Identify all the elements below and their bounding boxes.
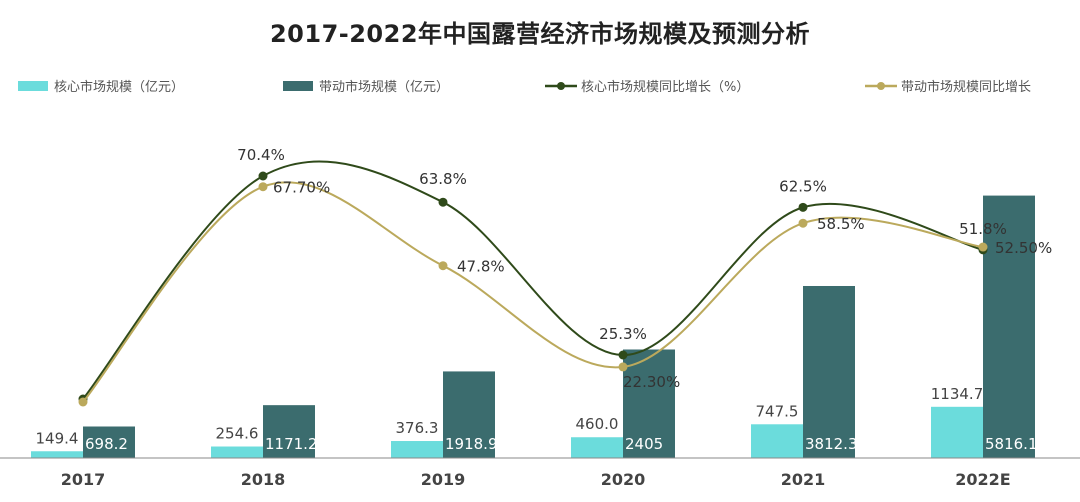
legend: 核心市场规模（亿元） 带动市场规模（亿元） 核心市场规模同比增长（%） 带动市场规模同… — [18, 79, 1031, 95]
bar-label-core-2017: 149.4 — [36, 429, 79, 447]
bar-drive-2022E — [983, 195, 1035, 459]
growth-label-core-2022E: 51.8% — [959, 220, 1007, 238]
bar-label-drive-2020: 2405 — [625, 435, 663, 453]
x-tick-2019: 2019 — [421, 470, 466, 489]
growth-label-drive-2021: 58.5% — [817, 215, 865, 233]
point-drive-2021 — [798, 218, 808, 228]
x-tick-2022E: 2022E — [955, 470, 1010, 489]
x-tick-2018: 2018 — [241, 470, 286, 489]
bar-drive-2021 — [803, 285, 855, 458]
legend-label-2: 核心市场规模同比增长（%） — [581, 79, 749, 95]
bar-label-core-2018: 254.6 — [216, 425, 259, 443]
bar-label-drive-2021: 3812.3 — [805, 435, 858, 453]
point-drive-2022E — [978, 242, 988, 252]
legend-label-0: 核心市场规模（亿元） — [54, 79, 184, 95]
legend-marker-2 — [557, 82, 565, 90]
growth-label-drive-2019: 47.8% — [457, 258, 505, 276]
label-layer: 149.4 698.2 254.6 1171.2 376.3 1918.9 460.0 240… — [36, 146, 1053, 453]
growth-label-core-2020: 25.3% — [599, 325, 647, 343]
bar-label-core-2021: 747.5 — [756, 402, 799, 420]
chart-title: 2017-2022年中国露营经济市场规模及预测分析 — [269, 20, 811, 48]
bar-core-2019 — [391, 441, 443, 458]
bar-label-core-2019: 376.3 — [396, 419, 439, 437]
line-core-growth — [82, 160, 984, 400]
bar-label-drive-2019: 1918.9 — [445, 435, 498, 453]
bar-label-core-2022E: 1134.7 — [931, 385, 984, 403]
x-tick-2020: 2020 — [601, 470, 646, 489]
point-core-2019 — [438, 197, 448, 207]
bar-layer — [31, 195, 1035, 459]
line-layer — [78, 160, 988, 407]
legend-marker-3 — [877, 82, 885, 90]
growth-label-core-2021: 62.5% — [779, 177, 827, 195]
bar-label-drive-2018: 1171.2 — [265, 435, 318, 453]
bar-label-core-2020: 460.0 — [576, 415, 619, 433]
point-drive-2020 — [618, 362, 628, 372]
bar-core-2018 — [211, 446, 263, 458]
bar-drive-2020 — [623, 349, 675, 458]
growth-label-drive-2020: 22.30% — [623, 373, 680, 391]
growth-label-core-2018: 70.4% — [237, 146, 285, 164]
growth-label-drive-2018: 67.70% — [273, 179, 330, 197]
bar-label-drive-2022E: 5816.1 — [985, 435, 1038, 453]
point-core-2021 — [798, 202, 808, 212]
bar-drive-2017 — [83, 426, 135, 458]
growth-label-drive-2022E: 52.50% — [995, 239, 1052, 257]
bar-core-2021 — [751, 424, 803, 458]
legend-label-1: 带动市场规模（亿元） — [319, 79, 449, 95]
bar-drive-2019 — [443, 371, 495, 458]
legend-label-3: 带动市场规模同比增长 — [901, 79, 1031, 95]
point-core-2020 — [618, 350, 628, 360]
bar-label-drive-2017: 698.2 — [85, 435, 128, 453]
bar-drive-2018 — [263, 405, 315, 458]
x-tick-2021: 2021 — [781, 470, 826, 489]
bar-core-2022E — [931, 406, 983, 458]
growth-label-core-2019: 63.8% — [419, 170, 467, 188]
point-drive-2017 — [78, 397, 88, 407]
legend-swatch-0 — [18, 81, 48, 91]
point-drive-2019 — [438, 261, 448, 271]
x-tick-2017: 2017 — [61, 470, 106, 489]
bar-core-2020 — [571, 437, 623, 458]
bar-core-2017 — [31, 451, 83, 458]
point-core-2018 — [258, 171, 268, 181]
point-drive-2018 — [258, 182, 268, 192]
legend-swatch-1 — [283, 81, 313, 91]
x-axis-ticks: 2017 2018 2019 2020 2021 2022E — [61, 470, 1011, 489]
